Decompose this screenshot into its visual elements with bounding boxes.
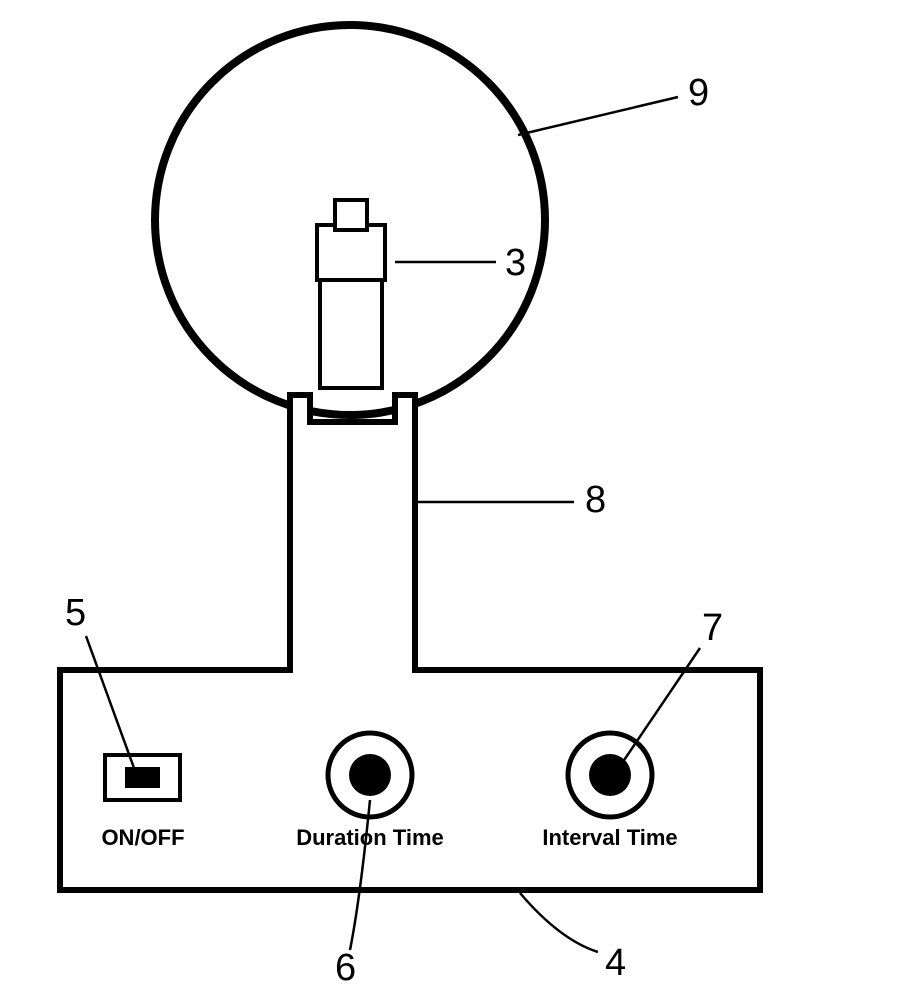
diagram-container: ON/OFF Duration Time Interval Time 3 4 5… (0, 0, 918, 1000)
callout-9: 9 (688, 72, 709, 114)
mask-rect-1 (293, 437, 412, 443)
leader-line-4 (520, 893, 598, 952)
callout-3: 3 (505, 242, 526, 284)
pedestal (290, 440, 415, 670)
callout-6: 6 (335, 947, 356, 989)
callout-5: 5 (65, 592, 86, 634)
mask-rect-3 (293, 667, 412, 677)
on-off-label: ON/OFF (101, 825, 184, 850)
inner-top-block (335, 200, 367, 230)
on-off-switch-inner (125, 767, 160, 788)
callout-4: 4 (605, 942, 626, 984)
callout-8: 8 (585, 479, 606, 521)
callout-7: 7 (702, 607, 723, 649)
diagram-svg: ON/OFF Duration Time Interval Time 3 4 5… (0, 0, 918, 1000)
interval-time-label: Interval Time (542, 825, 677, 850)
inner-upper-block (317, 225, 385, 280)
leader-line-9 (518, 97, 678, 135)
duration-knob-inner (349, 754, 391, 796)
inner-lower-block (320, 278, 382, 388)
duration-time-label: Duration Time (296, 825, 444, 850)
